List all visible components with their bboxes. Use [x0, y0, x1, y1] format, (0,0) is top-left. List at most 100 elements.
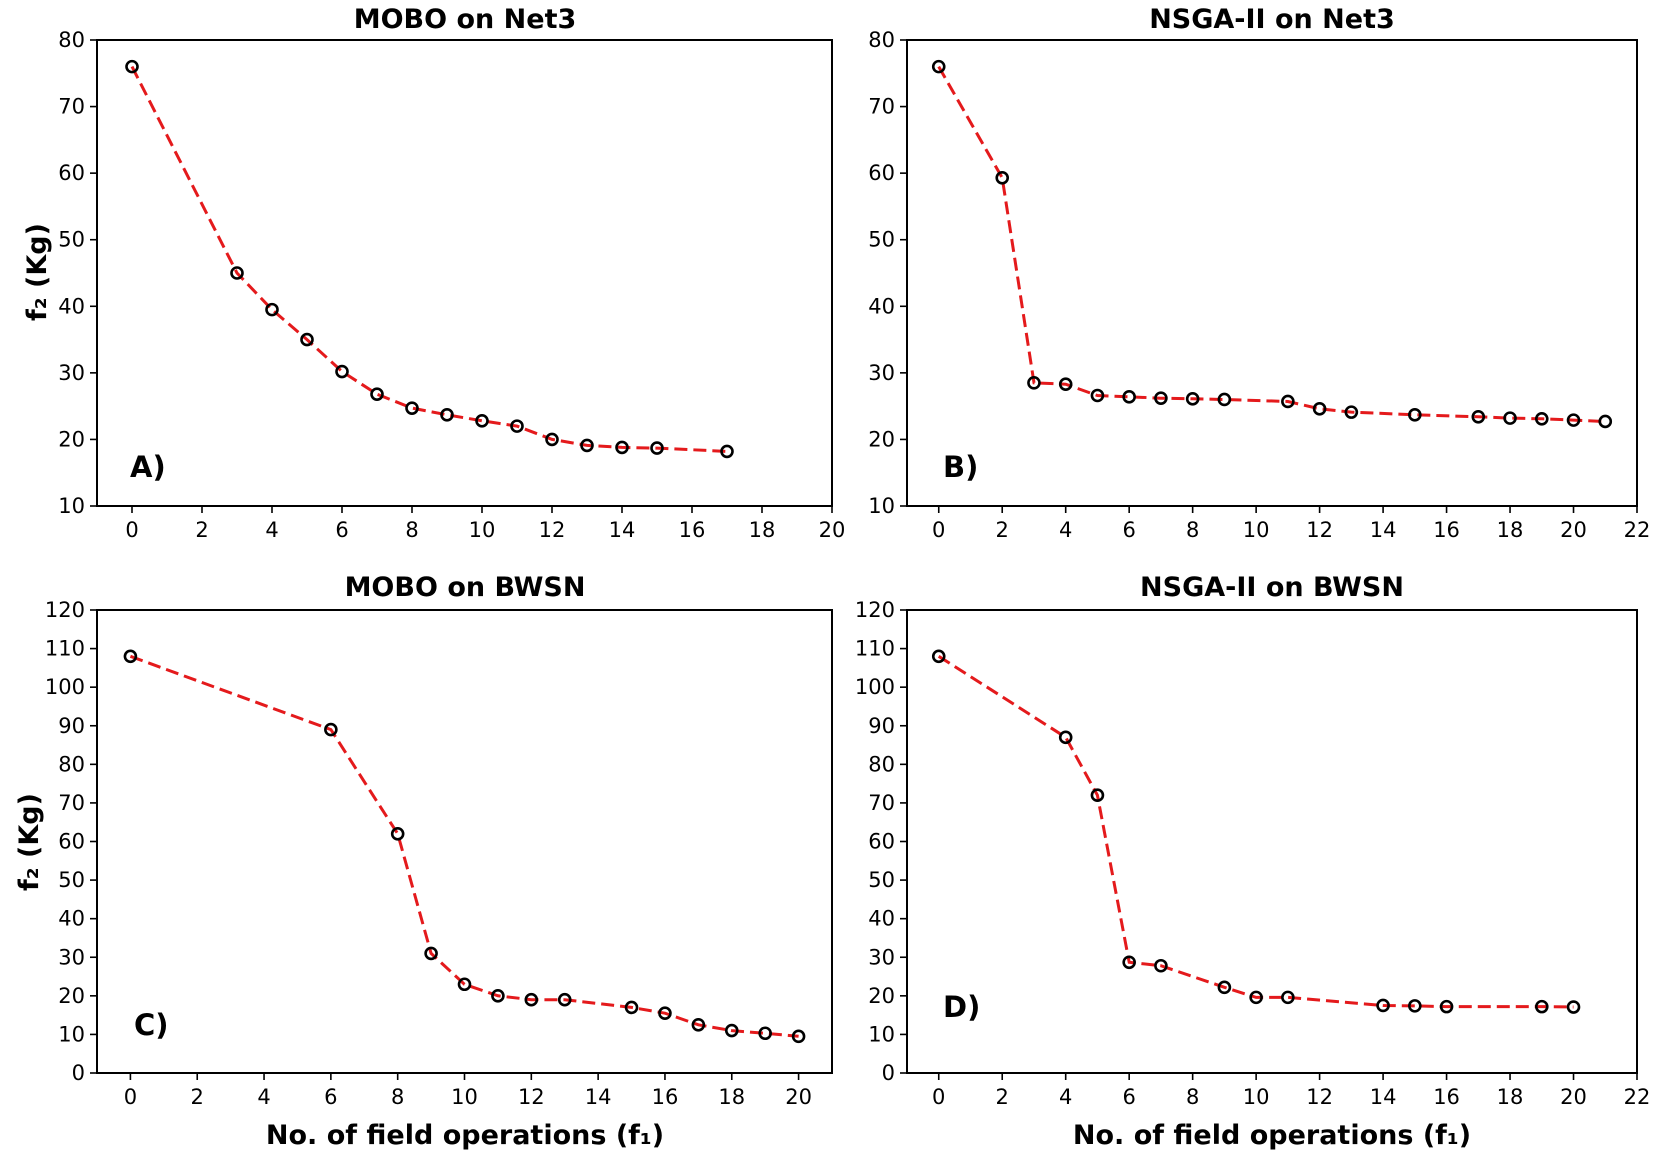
- panel-a-xtick-label: 6: [335, 518, 348, 542]
- panel-c-title: MOBO on BWSN: [345, 572, 586, 603]
- panel-a-data-point: [650, 441, 664, 455]
- panel-a-title: MOBO on Net3: [354, 4, 577, 35]
- panel-a-xtick-label: 14: [609, 518, 636, 542]
- panel-d-letter: D): [943, 990, 980, 1024]
- panel-c-data-point: [758, 1026, 772, 1041]
- panel-a-xtick-label: 4: [265, 518, 278, 542]
- panel-d-xtick-label: 2: [996, 1085, 1009, 1109]
- panel-b-xtick-label: 14: [1370, 518, 1397, 542]
- panel-b-data-point: [1281, 394, 1295, 409]
- panel-a-data-point: [230, 266, 244, 280]
- panel-d-data-point: [1154, 958, 1168, 973]
- panel-c: MOBO on BWSN f₂ (Kg) 0 2 4 6 8 10 12 14 16 18 20 0 1…: [14, 572, 833, 1151]
- panel-b-data-point: [931, 59, 946, 74]
- panel-b-data-point: [995, 171, 1010, 185]
- panel-c-xtick-label: 2: [191, 1085, 204, 1109]
- panel-b-ytick-label: 10: [868, 494, 895, 518]
- panel-c-xlabel: No. of field operations (f₁): [266, 1120, 664, 1151]
- panel-d-ytick-label: 20: [868, 984, 895, 1008]
- panel-b-xtick-label: 6: [1122, 518, 1135, 542]
- panel-d-xtick-label: 16: [1433, 1085, 1460, 1109]
- panel-d-data-point: [1376, 998, 1390, 1013]
- panel-d-ytick-label: 50: [868, 868, 895, 892]
- panel-b-data-point: [1185, 392, 1200, 406]
- panel-a-ytick-label: 30: [58, 361, 85, 385]
- panel-d-ytick-label: 10: [868, 1022, 895, 1046]
- panel-d-xlabel: No. of field operations (f₁): [1073, 1120, 1471, 1151]
- panel-d-title: NSGA-II on BWSN: [1140, 572, 1404, 603]
- panel-b-data-point: [1566, 413, 1581, 427]
- panel-d-xtick-label: 12: [1306, 1085, 1333, 1109]
- panel-c-data-point: [123, 649, 138, 664]
- panel-c-data-point: [390, 826, 405, 841]
- panel-c-ytick-label: 100: [45, 675, 85, 699]
- panel-a-data-point: [405, 401, 419, 415]
- panel-a-ytick-label: 80: [58, 28, 85, 52]
- panel-b-data-point: [1408, 407, 1422, 422]
- panel-c-frame: [96, 609, 833, 1074]
- panel-a-data-point: [720, 444, 734, 459]
- panel-c-data-point: [724, 1023, 739, 1038]
- panel-a-xtick-label: 20: [819, 518, 846, 542]
- panel-b: NSGA-II on Net3 0 2 4 6 8 10 12 14 16 18 20 22 10 20 3…: [868, 4, 1650, 542]
- panel-b-xtick-label: 20: [1560, 518, 1587, 542]
- panel-d-xtick-label: 22: [1624, 1085, 1651, 1109]
- panel-d: NSGA-II on BWSN 0 2 4 6 8 10 12 14 16 18 20 22 0 10 20…: [855, 572, 1650, 1151]
- panel-c-data-point: [457, 977, 472, 992]
- panel-c-ylabel: f₂ (Kg): [14, 793, 45, 891]
- panel-c-ytick-label: 50: [58, 868, 85, 892]
- panel-c-ytick-label: 60: [58, 830, 85, 854]
- panel-a-xtick-label: 18: [749, 518, 776, 542]
- panel-d-ytick-label: 0: [882, 1061, 895, 1085]
- panel-b-data-point: [1344, 405, 1359, 419]
- panel-a-letter: A): [130, 450, 166, 484]
- panel-c-xtick-label: 20: [785, 1085, 812, 1109]
- panel-c-plot: 0 2 4 6 8 10 12 14 16 18 20 0 10 20 30 40 50 60 70 80 90 100 1…: [45, 598, 833, 1109]
- panel-c-data-point: [791, 1029, 806, 1044]
- panel-b-series-line: [937, 65, 1606, 423]
- panel-c-data-point: [624, 1000, 639, 1015]
- panel-c-xtick-label: 16: [652, 1085, 679, 1109]
- panel-a-xtick-label: 16: [679, 518, 706, 542]
- panel-b-plot: 0 2 4 6 8 10 12 14 16 18 20 22 10 20 30 40 50 60 70 80: [868, 28, 1650, 542]
- panel-b-ytick-label: 60: [868, 161, 895, 185]
- panel-c-xtick-label: 14: [585, 1085, 612, 1109]
- panel-d-xtick-label: 8: [1186, 1085, 1199, 1109]
- panel-a-series-line: [130, 65, 728, 453]
- panel-a-ytick-label: 40: [58, 294, 85, 318]
- panel-c-ytick-label: 10: [58, 1022, 85, 1046]
- panel-c-xtick-label: 0: [124, 1085, 137, 1109]
- panel-c-xtick-label: 18: [718, 1085, 745, 1109]
- panel-d-data-point: [1534, 999, 1549, 1014]
- panel-b-xtick-label: 22: [1624, 518, 1651, 542]
- panel-d-data-point: [1566, 1000, 1581, 1014]
- panel-a-data-point: [300, 332, 314, 347]
- panel-c-xtick-label: 8: [391, 1085, 404, 1109]
- panel-b-ytick-label: 20: [868, 427, 895, 451]
- panel-d-series-line: [937, 655, 1574, 1009]
- panel-a-xtick-label: 8: [405, 518, 418, 542]
- panel-d-data-point: [1122, 955, 1136, 970]
- panel-d-xtick-label: 4: [1059, 1085, 1072, 1109]
- panel-b-data-point: [1598, 414, 1613, 429]
- panel-c-data-point: [324, 722, 338, 737]
- panel-a-data-point: [475, 413, 489, 428]
- panel-a-ytick-label: 20: [58, 427, 85, 451]
- panel-b-xtick-label: 0: [932, 518, 945, 542]
- panel-c-ytick-label: 120: [45, 598, 85, 622]
- panel-c-xtick-label: 10: [451, 1085, 478, 1109]
- panel-a-xtick-label: 0: [125, 518, 138, 542]
- panel-a-data-point: [335, 364, 349, 379]
- panel-b-xtick-label: 18: [1497, 518, 1524, 542]
- panel-a-ytick-label: 50: [58, 228, 85, 252]
- panel-c-data-point: [658, 1006, 672, 1020]
- panel-a-data-point: [125, 59, 139, 74]
- panel-c-letter: C): [134, 1008, 169, 1042]
- panel-d-data-point: [1090, 788, 1105, 803]
- panel-c-xtick-label: 4: [257, 1085, 270, 1109]
- panel-a-ytick-label: 10: [58, 494, 85, 518]
- panel-d-data-point: [1439, 999, 1454, 1014]
- panel-b-data-point: [1027, 376, 1041, 390]
- panel-d-data-point: [1408, 999, 1422, 1013]
- panel-c-xtick-label: 6: [324, 1085, 337, 1109]
